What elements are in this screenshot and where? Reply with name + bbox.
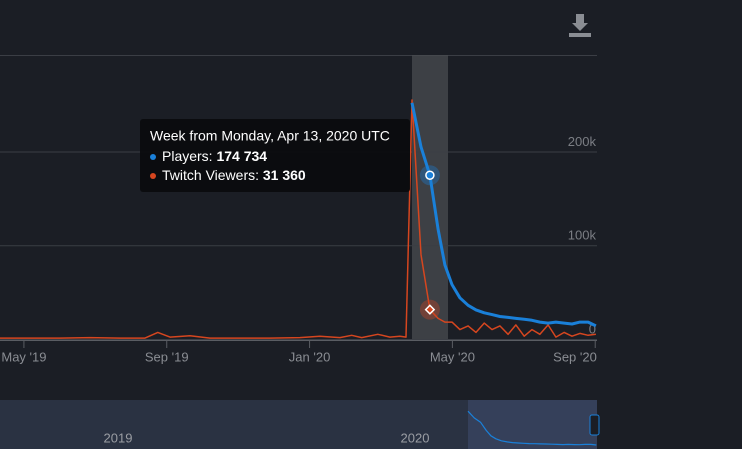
y-tick-label: 200k: [568, 134, 597, 149]
tooltip-label: Players:: [162, 148, 216, 164]
x-tick-label: May '19: [1, 349, 46, 364]
tooltip: Week from Monday, Apr 13, 2020 UTC Player…: [140, 119, 410, 192]
tooltip-dot: [150, 173, 156, 179]
tooltip-dot: [150, 154, 156, 160]
x-tick-label: Sep '19: [145, 349, 189, 364]
navigator-label: 2019: [104, 430, 133, 445]
tooltip-label: Twitch Viewers:: [162, 167, 263, 183]
tooltip-value: 31 360: [263, 167, 306, 183]
series-line: [0, 99, 596, 339]
x-tick-label: May '20: [430, 349, 475, 364]
icon-part: [569, 33, 591, 37]
y-tick-label: 100k: [568, 228, 597, 243]
navigator-label: 2020: [401, 430, 430, 445]
series-line: [467, 410, 597, 446]
x-tick-label: Sep '20: [553, 349, 597, 364]
hover-point: [424, 304, 436, 315]
navigator-handle[interactable]: [589, 414, 600, 436]
tooltip-title: Week from Monday, Apr 13, 2020 UTC: [150, 128, 390, 144]
tooltip-value: 174 734: [216, 148, 267, 164]
download-icon[interactable]: [569, 14, 591, 37]
icon-part: [572, 23, 588, 31]
icon-part: [576, 14, 584, 24]
tooltip-box: [140, 119, 410, 192]
series-line: [410, 102, 597, 328]
navigator-window[interactable]: [468, 400, 597, 449]
tooltip-row: Twitch Viewers: 31 360: [162, 167, 306, 183]
tooltip-row: Players: 174 734: [162, 148, 267, 164]
hover-point: [425, 170, 435, 180]
y-tick-label: 0: [589, 321, 596, 336]
x-tick-label: Jan '20: [289, 349, 331, 364]
